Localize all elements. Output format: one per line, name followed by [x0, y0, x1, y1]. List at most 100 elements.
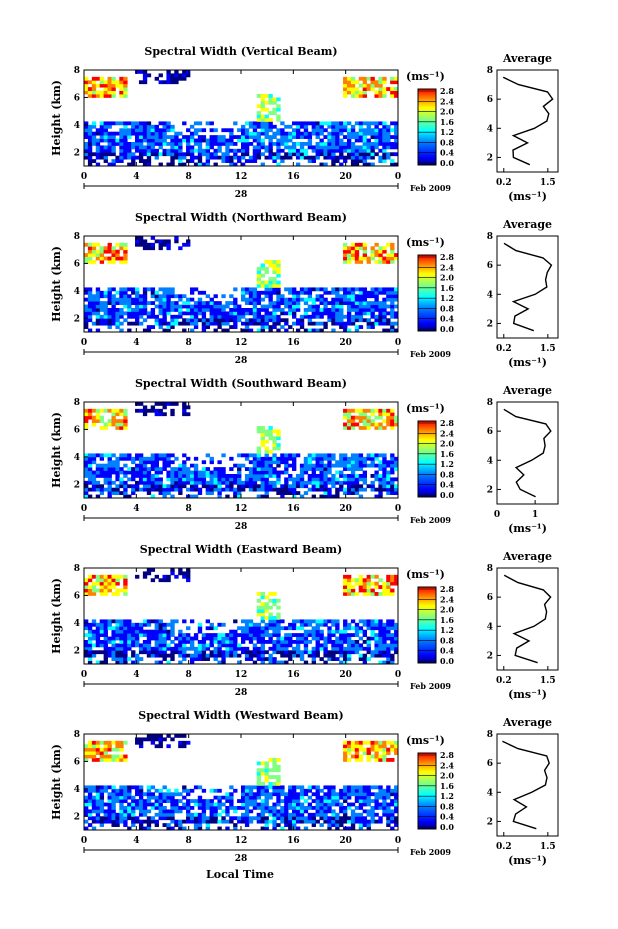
heatmap-cell	[362, 419, 368, 423]
heatmap-cell	[292, 640, 297, 644]
heatmap-cell	[386, 792, 391, 797]
heatmap-cell	[131, 474, 136, 478]
heatmap-cell	[378, 467, 383, 471]
heatmap-cell	[193, 823, 199, 827]
heatmap-cell	[354, 162, 360, 167]
heatmap-cell	[343, 124, 348, 129]
heatmap-cell	[386, 460, 391, 465]
heatmap-cell	[358, 629, 364, 634]
heatmap-cell	[182, 643, 187, 648]
heatmap-cell	[264, 809, 269, 814]
heatmap-cell	[386, 823, 391, 827]
heatmap-cell	[182, 152, 187, 157]
avg-x-tick-label: 0.2	[496, 178, 512, 188]
heatmap-cell	[146, 571, 152, 576]
heatmap-cell	[272, 758, 277, 762]
heatmap-cell	[174, 145, 179, 150]
heatmap-cell	[142, 242, 148, 247]
heatmap-cell	[272, 321, 277, 326]
heatmap-cell	[107, 467, 112, 471]
heatmap-cell	[303, 301, 309, 305]
heatmap-cell	[95, 318, 101, 323]
heatmap-cell	[343, 246, 348, 251]
heatmap-cell	[295, 809, 301, 814]
heatmap-cell	[189, 812, 195, 817]
heatmap-cell	[378, 619, 383, 624]
heatmap-cell	[362, 622, 368, 627]
heatmap-cell	[103, 646, 108, 651]
heatmap-cell	[233, 321, 238, 326]
heatmap-cell	[358, 426, 364, 430]
heatmap-cell	[339, 148, 344, 153]
heatmap-cell	[107, 121, 112, 126]
heatmap-cell	[256, 785, 262, 790]
heatmap-cell	[362, 819, 368, 824]
heatmap-cell	[209, 788, 214, 793]
heatmap-cell	[138, 124, 144, 129]
heatmap-cell	[87, 823, 93, 827]
date-label: Feb 2009	[410, 681, 451, 691]
heatmap-cell	[350, 585, 356, 589]
heatmap-cell	[221, 318, 226, 323]
heatmap-cell	[174, 819, 179, 824]
heatmap-cell	[331, 795, 336, 800]
heatmap-cell	[201, 162, 207, 167]
heatmap-cell	[142, 640, 148, 644]
heatmap-cell	[241, 487, 246, 492]
heatmap-cell	[146, 636, 152, 641]
heatmap-cell	[154, 819, 159, 824]
heatmap-cell	[162, 301, 167, 305]
heatmap-cell	[343, 460, 348, 465]
heatmap-cell	[394, 131, 399, 136]
heatmap-cell	[378, 90, 383, 95]
heatmap-cell	[390, 758, 395, 762]
heatmap-cell	[382, 806, 387, 810]
heatmap-cell	[358, 135, 364, 139]
heatmap-cell	[374, 640, 379, 644]
heatmap-cell	[99, 785, 105, 790]
heatmap-cell	[170, 287, 175, 292]
heatmap-cell	[335, 148, 340, 153]
heatmap-cell	[201, 148, 207, 153]
heatmap-cell	[346, 484, 352, 489]
heatmap-cell	[386, 287, 391, 292]
heatmap-cell	[142, 806, 148, 810]
heatmap-cell	[87, 249, 93, 254]
heatmap-cell	[362, 477, 368, 482]
heatmap-cell	[382, 249, 387, 254]
heatmap-cell	[150, 740, 156, 745]
heatmap-cell	[386, 751, 391, 755]
heatmap-cell	[123, 574, 128, 579]
heatmap-cell	[280, 128, 285, 133]
heatmap-cell	[170, 795, 175, 800]
heatmap-cell	[158, 138, 163, 143]
heatmap-cell	[166, 812, 171, 817]
heatmap-cell	[311, 321, 316, 326]
heatmap-cell	[150, 453, 156, 458]
heatmap-cell	[390, 304, 395, 309]
heatmap-cell	[182, 463, 187, 468]
day-label: 28	[235, 854, 248, 864]
heatmap-cell	[213, 314, 218, 319]
heatmap-cell	[99, 152, 105, 157]
heatmap-cell	[276, 612, 281, 617]
heatmap-cell	[241, 463, 246, 468]
heatmap-cell	[284, 792, 289, 797]
heatmap-cell	[99, 131, 105, 136]
heatmap-cell	[264, 823, 269, 827]
heatmap-cell	[91, 816, 97, 821]
heatmap-cell	[284, 484, 289, 489]
heatmap-cell	[350, 297, 356, 302]
heatmap-cell	[350, 626, 356, 631]
heatmap-cell	[91, 304, 97, 309]
heatmap-cell	[138, 737, 144, 742]
heatmap-cell	[84, 253, 89, 257]
heatmap-cell	[343, 487, 348, 492]
heatmap-cell	[229, 799, 234, 803]
heatmap-cell	[201, 474, 207, 478]
heatmap-cell	[374, 135, 379, 139]
heatmap-cell	[103, 581, 108, 586]
heatmap-cell	[150, 128, 156, 133]
heatmap-cell	[248, 653, 254, 658]
heatmap-cell	[252, 138, 258, 143]
